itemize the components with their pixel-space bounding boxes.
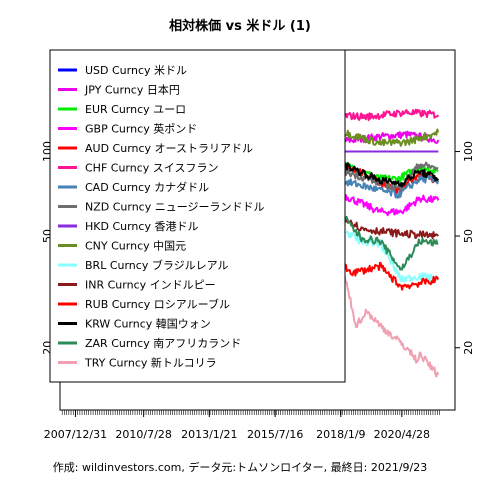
chart-caption: 作成: wildinvestors.com, データ元:トムソンロイター, 最終… <box>53 460 427 474</box>
legend-label-8: HKD Curncy 香港ドル <box>85 220 198 233</box>
x-tick-label-4: 2018/1/9 <box>316 428 365 441</box>
legend-label-6: CAD Curncy カナダドル <box>85 180 209 194</box>
chart-title: 相対株価 vs 米ドル (1) <box>169 18 311 34</box>
legend-label-1: JPY Curncy 日本円 <box>84 83 180 97</box>
legend-label-7: NZD Curncy ニュージーランドドル <box>85 201 265 214</box>
x-tick-label-2: 2013/1/21 <box>181 428 237 441</box>
y-tick-label-right-0: 20 <box>462 341 475 355</box>
legend-label-2: EUR Curncy ユーロ <box>85 103 186 116</box>
x-tick-label-5: 2020/4/28 <box>374 428 430 441</box>
legend-label-9: CNY Curncy 中国元 <box>85 240 186 253</box>
x-tick-label-3: 2015/7/16 <box>247 428 303 441</box>
legend-label-10: BRL Curncy ブラジルレアル <box>85 258 229 272</box>
legend-label-3: GBP Curncy 英ポンド <box>85 122 197 136</box>
y-tick-label-right-1: 50 <box>462 229 475 243</box>
legend-label-5: CHF Curncy スイスフラン <box>85 162 218 175</box>
legend-label-13: KRW Curncy 韓国ウォン <box>85 318 211 331</box>
legend-label-11: INR Curncy インドルピー <box>85 279 216 292</box>
legend-label-15: TRY Curncy 新トルコリラ <box>84 356 217 370</box>
y-tick-label-right-2: 100 <box>462 141 475 162</box>
legend-label-12: RUB Curncy ロシアルーブル <box>85 297 230 311</box>
legend-box <box>49 49 346 383</box>
legend-label-14: ZAR Curncy 南アフリカランド <box>85 337 241 350</box>
legend-label-4: AUD Curncy オーストラリアドル <box>85 142 253 155</box>
x-tick-label-1: 2010/7/28 <box>115 428 171 441</box>
x-tick-label-0: 2007/12/31 <box>44 428 107 441</box>
legend-label-0: USD Curncy 米ドル <box>85 64 187 77</box>
